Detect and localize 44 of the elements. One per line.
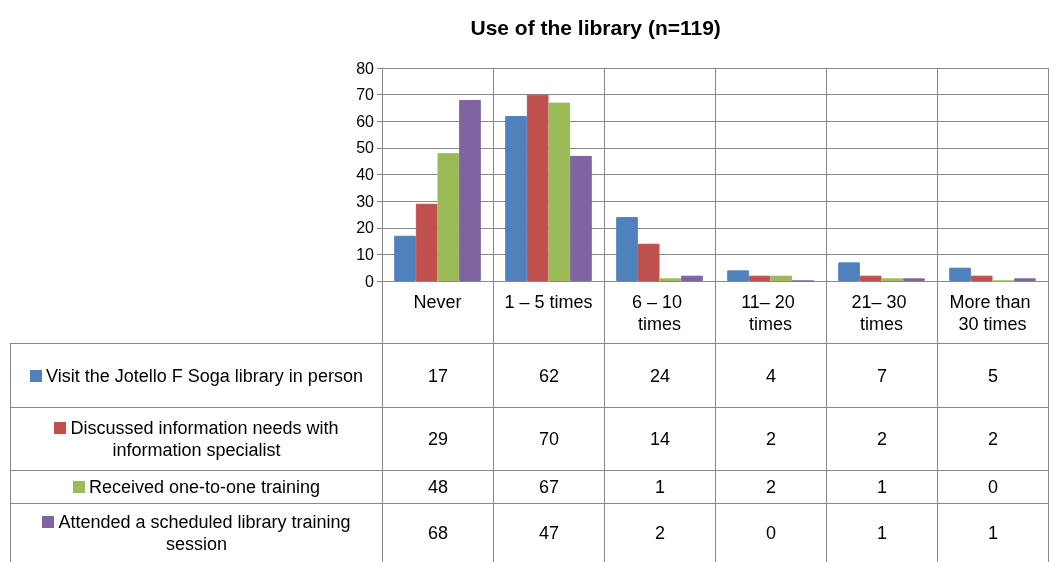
y-tick-label: 60 bbox=[356, 112, 375, 130]
data-label: 17 bbox=[382, 343, 494, 408]
x-tick-label: More than 30 times bbox=[949, 292, 1036, 334]
legend-label: Received one-to-one training bbox=[10, 470, 383, 504]
data-label: 29 bbox=[382, 407, 494, 471]
y-tick-label: 30 bbox=[356, 192, 375, 210]
data-label: 2 bbox=[826, 407, 938, 471]
y-tick-label: 70 bbox=[356, 86, 375, 104]
y-tick-label: 80 bbox=[356, 59, 375, 77]
y-tick-label: 40 bbox=[356, 166, 375, 183]
x-tick-label: 6 – 10 times bbox=[631, 292, 688, 334]
data-label: 62 bbox=[493, 343, 605, 408]
y-tick-label: 0 bbox=[365, 272, 375, 290]
data-label: 24 bbox=[604, 343, 716, 408]
data-label: 2 bbox=[604, 503, 716, 562]
x-tick-label: 21– 30 times bbox=[851, 292, 912, 334]
data-label: 70 bbox=[493, 407, 605, 471]
data-label: 2 bbox=[715, 407, 827, 471]
y-tick-label: 10 bbox=[356, 245, 375, 263]
data-label: 1 bbox=[826, 503, 938, 562]
x-tick-label: 1 – 5 times bbox=[504, 292, 593, 312]
legend-label: Visit the Jotello F Soga library in person bbox=[10, 343, 383, 408]
data-label: 2 bbox=[715, 470, 827, 504]
y-tick-label: 20 bbox=[356, 219, 375, 237]
data-label: 1 bbox=[604, 470, 716, 504]
y-tick-label: 50 bbox=[356, 139, 375, 157]
chart-title: Use of the library (n=119) bbox=[470, 16, 721, 39]
data-label: 14 bbox=[604, 407, 716, 471]
data-label: 67 bbox=[493, 470, 605, 504]
data-label: 0 bbox=[937, 470, 1049, 504]
data-label: 7 bbox=[826, 343, 938, 408]
data-label: 4 bbox=[715, 343, 827, 408]
data-label: 1 bbox=[826, 470, 938, 504]
data-label: 47 bbox=[493, 503, 605, 562]
data-label: 0 bbox=[715, 503, 827, 562]
data-label: 5 bbox=[937, 343, 1049, 408]
data-label: 68 bbox=[382, 503, 494, 562]
legend-label: Discussed information needs with information specialist bbox=[10, 407, 383, 471]
data-label: 1 bbox=[937, 503, 1049, 562]
data-label: 2 bbox=[937, 407, 1049, 471]
legend-label: Attended a scheduled library training session bbox=[10, 503, 383, 562]
x-tick-label: Never bbox=[413, 292, 462, 312]
data-label: 48 bbox=[382, 470, 494, 504]
x-tick-label: 11– 20 times bbox=[741, 292, 800, 334]
